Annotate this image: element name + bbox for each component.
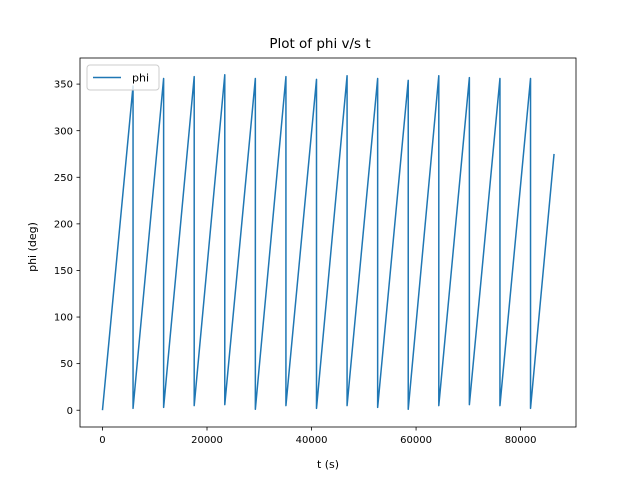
y-tick-label: 300 — [54, 126, 73, 137]
x-tick-label: 60000 — [400, 435, 432, 446]
y-tick-label: 50 — [60, 359, 73, 370]
y-tick-label: 350 — [54, 80, 73, 91]
series-line-phi — [101, 74, 555, 411]
y-tick-label: 250 — [54, 173, 73, 184]
x-tick-label: 0 — [99, 435, 105, 446]
x-tick-label: 20000 — [191, 435, 223, 446]
y-tick-label: 0 — [67, 406, 73, 417]
y-axis-label: phi (deg) — [26, 222, 39, 272]
y-tick-label: 100 — [54, 313, 73, 324]
x-tick-label: 80000 — [505, 435, 537, 446]
axes-frame — [79, 57, 577, 428]
legend: phi — [86, 64, 160, 91]
y-tick-label: 150 — [54, 266, 73, 277]
x-tick-label: 40000 — [296, 435, 328, 446]
legend-label: phi — [132, 72, 149, 85]
y-tick-label: 200 — [54, 219, 73, 230]
x-axis-label: t (s) — [317, 458, 339, 471]
legend-box — [86, 64, 160, 91]
plot-area: 0 20000 40000 60000 80000 0 50 100 150 200 250 300 3… — [54, 57, 577, 446]
chart-title: Plot of phi v/s t — [269, 36, 370, 52]
